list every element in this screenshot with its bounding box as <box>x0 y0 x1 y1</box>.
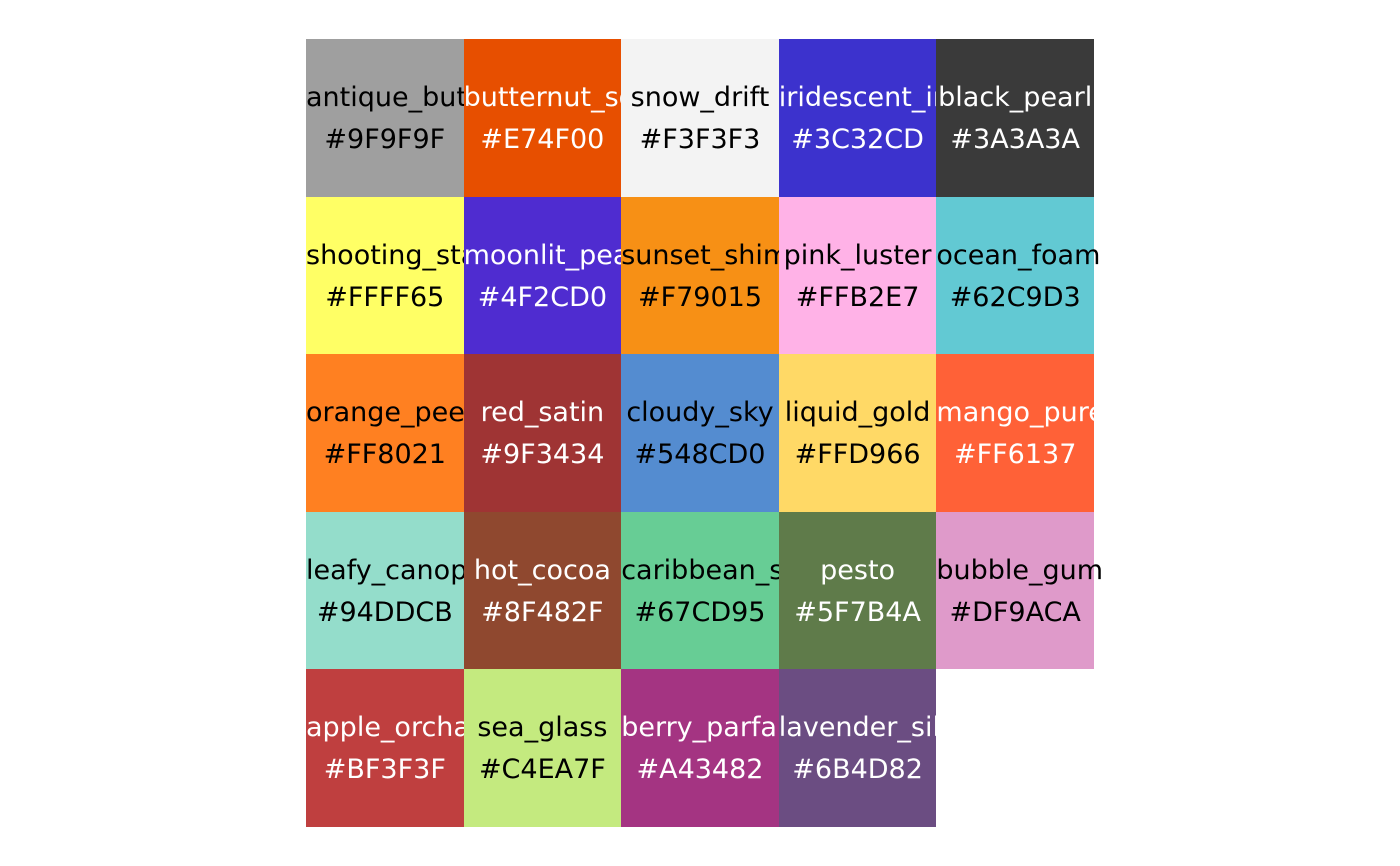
color-swatch: apple_orchard #BF3F3F <box>306 669 498 827</box>
color-swatch: iridescent_indigo #3C32CD <box>778 39 1009 197</box>
color-swatch: moonlit_pearl #4F2CD0 <box>463 196 649 355</box>
swatch-name-label: liquid_gold <box>784 397 931 429</box>
swatch-name-label: sunset_shimmer <box>621 239 844 271</box>
swatch-name-label: butternut_squash <box>463 82 701 113</box>
swatch-name-label: moonlit_pearl <box>463 239 649 271</box>
swatch-hex-label: #FF6137 <box>953 439 1077 471</box>
color-swatch: ocean_foam #62C9D3 <box>936 196 1101 355</box>
swatch-hex-label: #94DDCB <box>316 596 453 628</box>
swatch-hex-label: #4F2CD0 <box>477 281 608 313</box>
color-swatch: orange_peel #FF8021 <box>306 354 473 512</box>
swatch-hex-label: #67CD95 <box>634 596 766 628</box>
color-swatch: bubble_gum #DF9ACA <box>936 511 1104 670</box>
swatch-hex-label: #6B4D82 <box>792 754 923 786</box>
color-swatch: sea_glass #C4EA7F <box>463 669 622 827</box>
color-swatch: butternut_squash #E74F00 <box>463 39 701 197</box>
swatch-name-label: lavender_silk <box>778 712 956 744</box>
color-swatch: hot_cocoa #8F482F <box>463 511 622 670</box>
swatch-hex-label: #A43482 <box>636 754 764 786</box>
swatch-hex-label: #5F7B4A <box>794 596 921 628</box>
swatch-name-label: black_pearl <box>938 82 1093 113</box>
color-swatch: shooting_star #FFFF65 <box>306 196 489 355</box>
swatch-name-label: pesto <box>820 554 896 586</box>
swatch-name-label: pink_luster <box>783 239 932 271</box>
swatch-name-label: ocean_foam <box>936 239 1101 271</box>
swatch-name-label: mango_puree <box>936 397 1122 429</box>
swatch-hex-label: #3A3A3A <box>950 124 1080 155</box>
swatch-hex-label: #FFD966 <box>794 439 921 471</box>
color-swatch: berry_parfait #A43482 <box>621 669 796 827</box>
color-swatch: leafy_canopy #94DDCB <box>306 511 484 670</box>
color-swatch: sunset_shimmer #F79015 <box>621 196 844 355</box>
swatch-name-label: cloudy_sky <box>626 397 774 429</box>
swatch-hex-label: #9F9F9F <box>324 124 446 155</box>
swatch-hex-label: #FFB2E7 <box>795 281 920 313</box>
color-swatch: snow_drift #F3F3F3 <box>621 39 779 197</box>
color-swatch: red_satin #9F3434 <box>463 354 622 512</box>
color-swatch: pesto #5F7B4A <box>778 511 937 670</box>
swatch-name-label: antique_butter <box>306 82 506 113</box>
swatch-hex-label: #FFFF65 <box>325 281 445 313</box>
color-swatch: black_pearl #3A3A3A <box>936 39 1094 197</box>
swatch-hex-label: #FF8021 <box>323 439 446 471</box>
swatch-name-label: iridescent_indigo <box>778 82 1009 113</box>
swatch-name-label: red_satin <box>480 397 605 429</box>
swatch-name-label: berry_parfait <box>621 712 796 744</box>
swatch-hex-label: #BF3F3F <box>323 754 446 786</box>
color-swatch: antique_butter #9F9F9F <box>306 39 506 197</box>
swatch-hex-label: #3C32CD <box>791 124 924 155</box>
swatch-hex-label: #F79015 <box>637 281 762 313</box>
swatch-hex-label: #C4EA7F <box>478 754 606 786</box>
color-swatch: liquid_gold #FFD966 <box>778 354 937 512</box>
swatch-name-label: snow_drift <box>630 82 770 113</box>
swatch-hex-label: #62C9D3 <box>949 281 1081 313</box>
swatch-hex-label: #F3F3F3 <box>639 124 761 155</box>
swatch-name-label: bubble_gum <box>936 554 1104 586</box>
swatch-name-label: caribbean_sea <box>621 554 817 586</box>
color-swatch: caribbean_sea #67CD95 <box>621 511 817 670</box>
swatch-name-label: orange_peel <box>306 397 473 429</box>
color-swatch: lavender_silk #6B4D82 <box>778 669 956 827</box>
color-swatch-grid: antique_butter #9F9F9F butternut_squash #E7… <box>306 39 1122 827</box>
swatch-name-label: leafy_canopy <box>306 554 484 586</box>
swatch-hex-label: #8F482F <box>481 596 604 628</box>
color-swatch: pink_luster #FFB2E7 <box>778 196 937 355</box>
swatch-name-label: apple_orchard <box>306 712 498 744</box>
swatch-hex-label: #DF9ACA <box>949 596 1081 628</box>
swatch-name-label: sea_glass <box>477 712 608 744</box>
swatch-hex-label: #548CD0 <box>634 439 766 471</box>
swatch-name-label: shooting_star <box>306 239 489 271</box>
color-swatch: cloudy_sky #548CD0 <box>621 354 779 512</box>
swatch-hex-label: #9F3434 <box>480 439 605 471</box>
color-swatch: mango_puree #FF6137 <box>936 354 1122 512</box>
swatch-hex-label: #E74F00 <box>480 124 605 155</box>
swatch-name-label: hot_cocoa <box>473 554 611 586</box>
